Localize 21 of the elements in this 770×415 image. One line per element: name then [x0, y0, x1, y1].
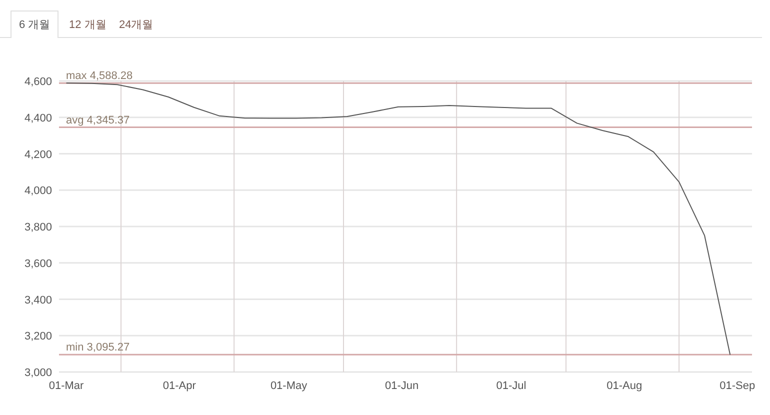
y-tick-label: 3,400 [24, 294, 52, 306]
y-tick-label: 4,200 [24, 148, 52, 161]
y-tick-label: 3,000 [24, 367, 52, 379]
y-tick-label: 4,600 [24, 76, 52, 88]
line-series [66, 82, 731, 356]
x-tick-label: 01-Aug [606, 380, 642, 392]
y-tick-label: 4,400 [24, 112, 52, 124]
x-tick-label: 01-Jun [385, 380, 419, 392]
ref-line-label: avg 4,345.37 [66, 114, 130, 126]
x-tick-label: 01-Apr [162, 380, 196, 392]
x-tick-label: 01-May [270, 380, 308, 392]
x-tick-label: 01-Jul [496, 380, 526, 392]
x-tick-label: 01-Mar [48, 380, 84, 392]
y-tick-label: 4,000 [24, 185, 52, 198]
y-tick-label: 3,600 [24, 258, 52, 270]
tabs: 6 개월 12 개월 24개월 [0, 10, 762, 38]
y-tick-label: 3,200 [24, 330, 52, 343]
ref-line-label: min 3,095.27 [66, 342, 130, 354]
x-tick-label: 01-Sep [720, 380, 756, 392]
ref-line-label: max 4,588.28 [66, 70, 133, 82]
y-tick-label: 3,800 [24, 222, 52, 234]
